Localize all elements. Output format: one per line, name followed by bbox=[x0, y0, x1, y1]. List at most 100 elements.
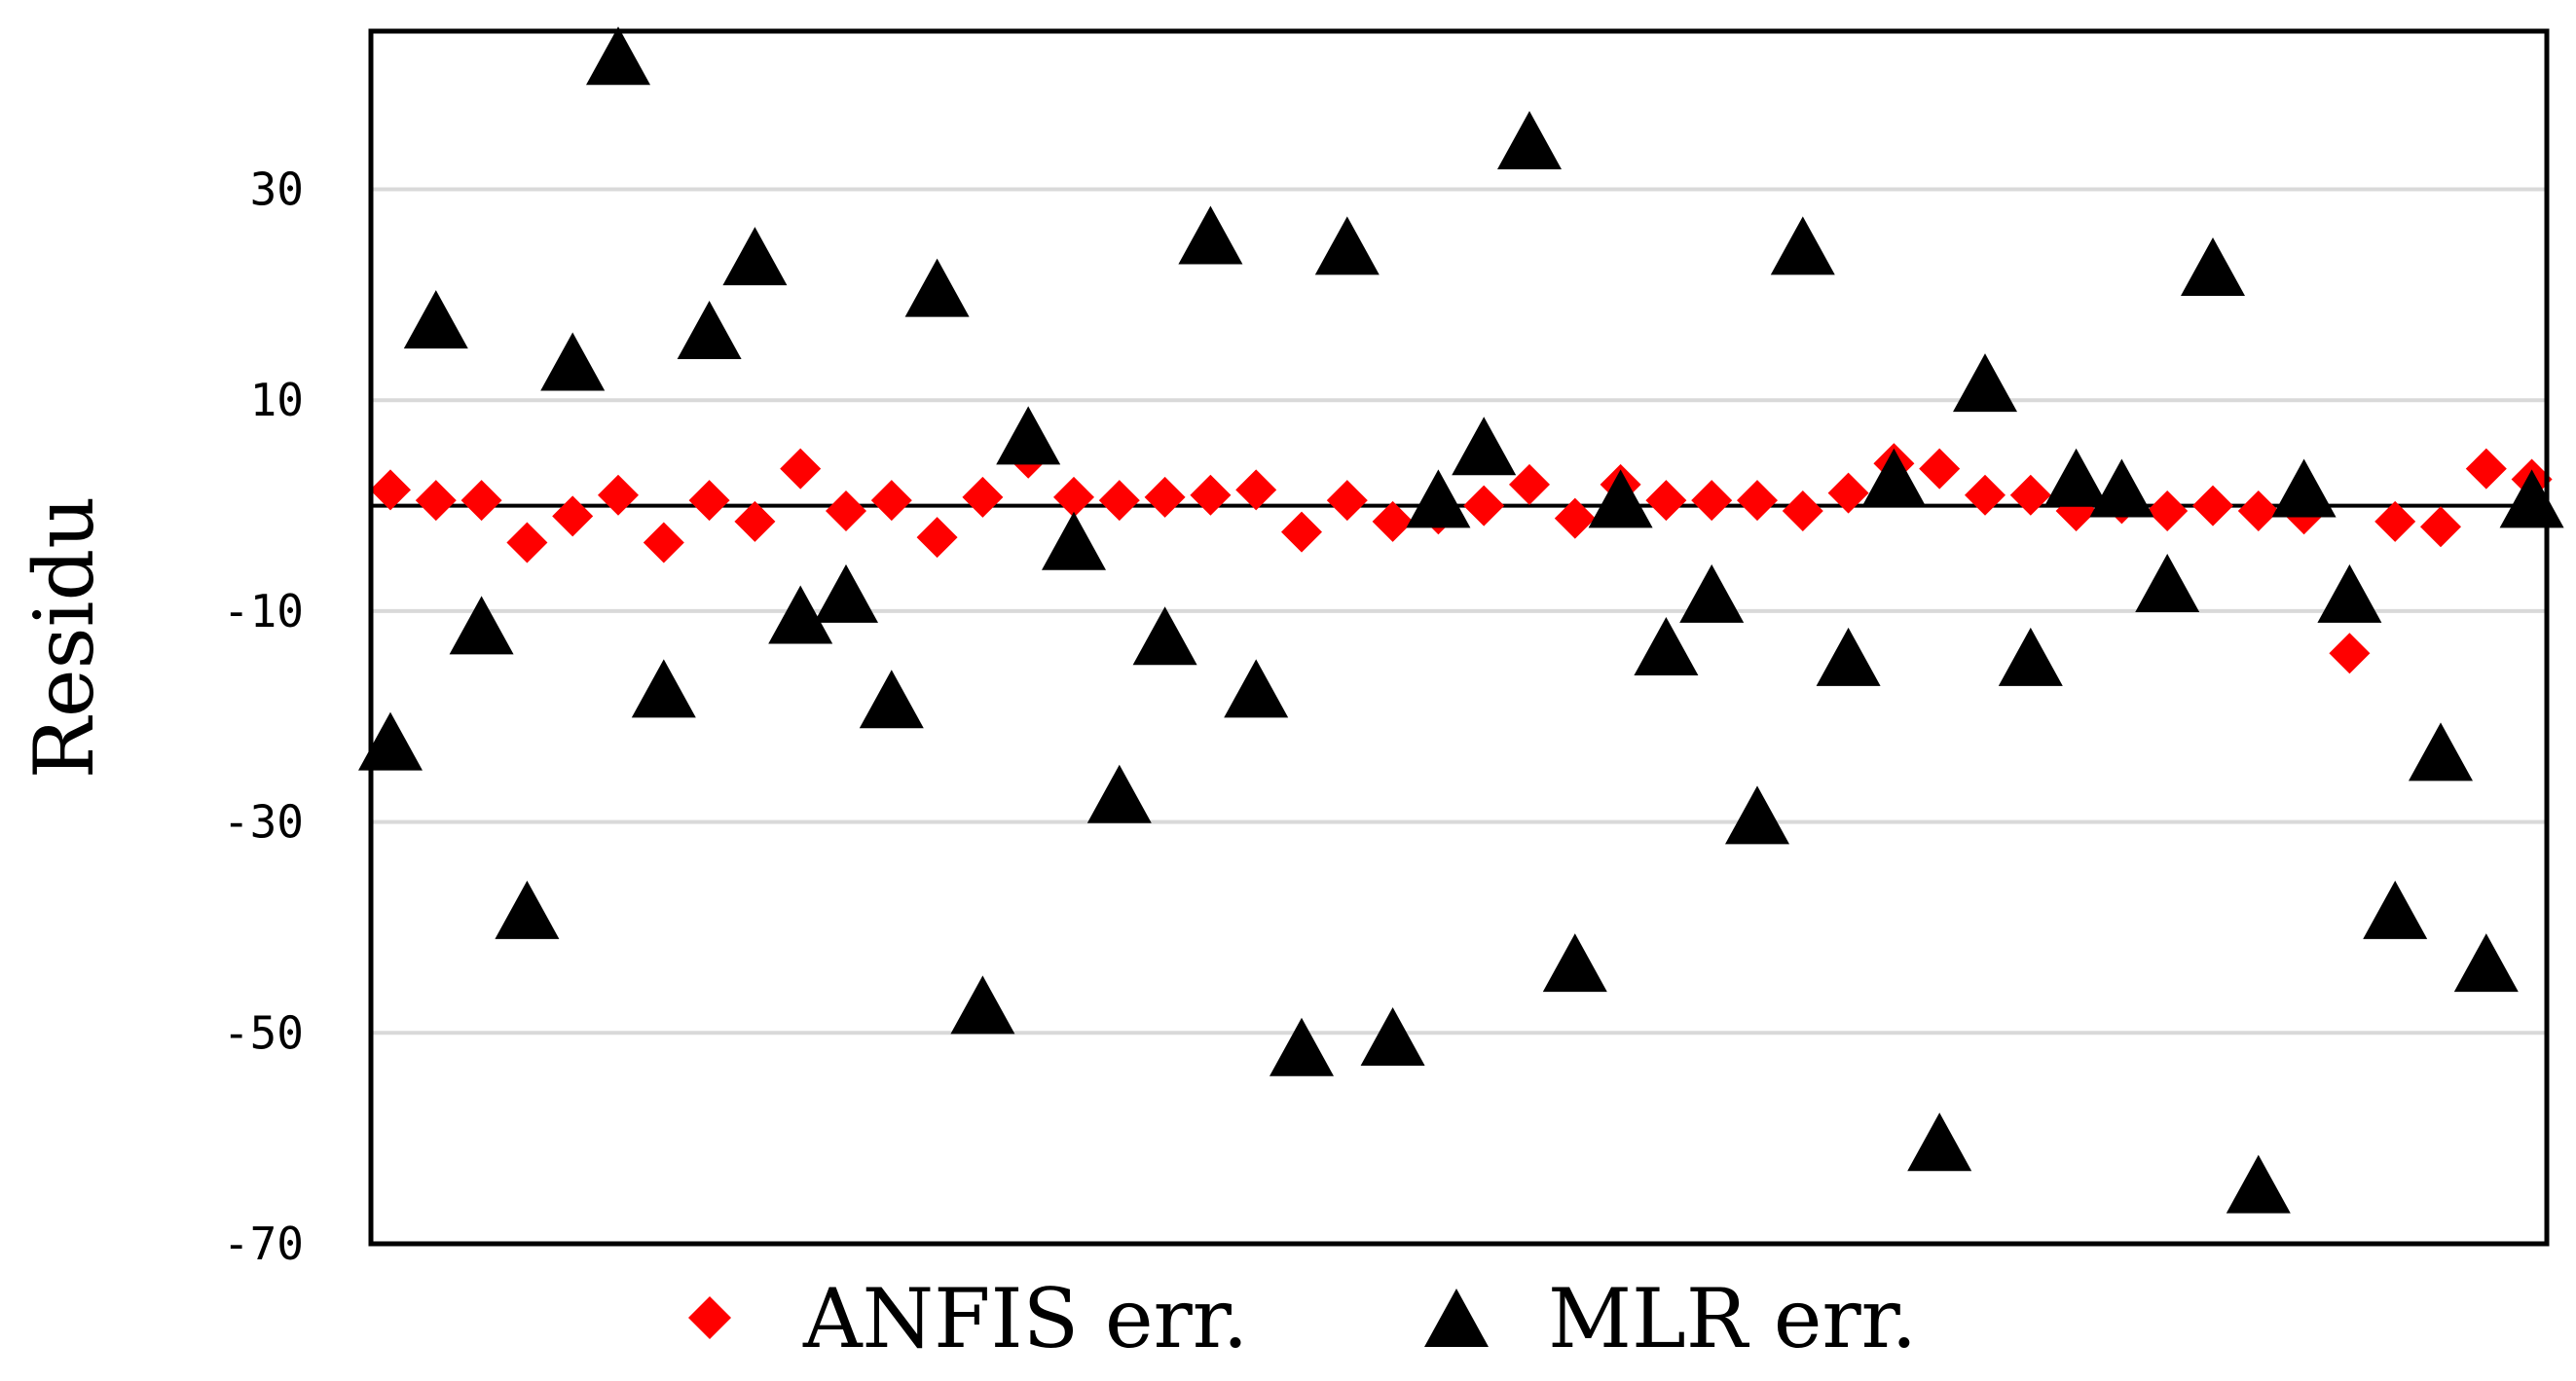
anfis-point bbox=[1326, 480, 1368, 522]
grid-lines bbox=[371, 187, 2547, 1036]
mlr-point bbox=[449, 596, 514, 655]
y-tick-label: 10 bbox=[250, 374, 304, 426]
mlr-point bbox=[2499, 469, 2564, 528]
anfis-point bbox=[870, 480, 912, 522]
mlr-point bbox=[1270, 1017, 1334, 1076]
anfis-point bbox=[1554, 497, 1596, 539]
mlr-point bbox=[677, 301, 742, 360]
anfis-point bbox=[1509, 463, 1550, 505]
anfis-point bbox=[2374, 500, 2416, 542]
mlr-point bbox=[1360, 1006, 1425, 1066]
mlr-point bbox=[1132, 606, 1197, 666]
mlr-point bbox=[1725, 785, 1789, 845]
mlr-point bbox=[1634, 617, 1699, 676]
anfis-point bbox=[2420, 506, 2461, 548]
legend-mlr-label: MLR err. bbox=[1548, 1271, 1917, 1366]
mlr-point bbox=[722, 227, 788, 286]
y-axis-title: Residu bbox=[17, 496, 112, 780]
mlr-point bbox=[2181, 237, 2245, 296]
mlr-point bbox=[1679, 563, 1745, 623]
anfis-point bbox=[2147, 490, 2189, 531]
mlr-point bbox=[2317, 563, 2382, 623]
anfis-point bbox=[415, 480, 457, 522]
legend-anfis-marker bbox=[688, 1296, 731, 1339]
anfis-point bbox=[780, 448, 822, 490]
legend-anfis-label: ANFIS err. bbox=[802, 1271, 1248, 1366]
y-axis-ticks: 30 10 -10 -30 -50 -70 bbox=[223, 164, 304, 1270]
y-tick-label: 30 bbox=[250, 164, 304, 216]
legend: ANFIS err. MLR err. bbox=[688, 1271, 1917, 1366]
y-tick-label: -50 bbox=[223, 1006, 304, 1059]
mlr-point bbox=[996, 406, 1061, 465]
anfis-point bbox=[826, 490, 866, 531]
mlr-point bbox=[2271, 458, 2337, 518]
mlr-point bbox=[2043, 448, 2109, 507]
anfis-point bbox=[1281, 511, 1322, 553]
anfis-point bbox=[2009, 474, 2051, 516]
mlr-point bbox=[1406, 469, 1471, 528]
mlr-point bbox=[1816, 627, 1881, 686]
mlr-point bbox=[2135, 554, 2200, 613]
mlr-point bbox=[2226, 1154, 2291, 1214]
mlr-point bbox=[1861, 448, 1927, 507]
anfis-point bbox=[1919, 448, 1961, 490]
anfis-point bbox=[1827, 472, 1869, 514]
anfis-point bbox=[916, 517, 958, 559]
mlr-point bbox=[904, 258, 970, 317]
data-points bbox=[358, 26, 2564, 1214]
mlr-point bbox=[1953, 353, 2017, 413]
anfis-point bbox=[2237, 490, 2279, 531]
mlr-point bbox=[1998, 627, 2063, 686]
mlr-point bbox=[1907, 1112, 1972, 1172]
anfis-point bbox=[460, 480, 502, 522]
mlr-point bbox=[859, 670, 924, 729]
anfis-point bbox=[1144, 476, 1186, 518]
anfis-point bbox=[2465, 448, 2507, 490]
mlr-point bbox=[2363, 880, 2428, 939]
anfis-point bbox=[1737, 480, 1778, 522]
mlr-point bbox=[1042, 511, 1106, 570]
anfis-point bbox=[506, 522, 548, 563]
mlr-point bbox=[950, 975, 1015, 1035]
mlr-point bbox=[586, 26, 650, 86]
mlr-point bbox=[403, 290, 468, 349]
plot-area-border bbox=[368, 28, 2550, 1247]
anfis-point bbox=[2192, 485, 2233, 527]
mlr-point bbox=[495, 880, 560, 939]
y-tick-label: -30 bbox=[223, 796, 304, 849]
mlr-point bbox=[768, 585, 833, 644]
anfis-point bbox=[1235, 469, 1277, 511]
mlr-point bbox=[814, 563, 878, 623]
anfis-point bbox=[1463, 485, 1505, 527]
anfis-point bbox=[643, 522, 684, 563]
mlr-point bbox=[631, 659, 696, 718]
anfis-point bbox=[1190, 474, 1232, 516]
mlr-point bbox=[1588, 469, 1653, 528]
mlr-point bbox=[1497, 110, 1562, 169]
anfis-point bbox=[2329, 633, 2371, 674]
mlr-point bbox=[1086, 764, 1152, 823]
mlr-point bbox=[1452, 417, 1517, 476]
anfis-point bbox=[688, 480, 730, 522]
anfis-point bbox=[1372, 500, 1414, 542]
anfis-point bbox=[1691, 480, 1733, 522]
mlr-point bbox=[1178, 205, 1243, 265]
anfis-point bbox=[370, 469, 411, 511]
mlr-point bbox=[1770, 216, 1835, 275]
anfis-point bbox=[734, 500, 776, 542]
mlr-point bbox=[540, 332, 606, 391]
mlr-point bbox=[2409, 722, 2473, 781]
anfis-point bbox=[552, 495, 594, 537]
legend-mlr-marker bbox=[1424, 1289, 1489, 1347]
anfis-point bbox=[1098, 480, 1140, 522]
anfis-point bbox=[962, 476, 1004, 518]
mlr-point bbox=[1314, 216, 1380, 275]
anfis-point bbox=[1645, 480, 1687, 522]
anfis-point bbox=[1965, 474, 2006, 516]
mlr-point bbox=[1542, 933, 1607, 993]
y-tick-label: -10 bbox=[223, 585, 304, 637]
mlr-point bbox=[1224, 659, 1289, 718]
mlr-point bbox=[358, 711, 423, 771]
anfis-point bbox=[1053, 476, 1094, 518]
